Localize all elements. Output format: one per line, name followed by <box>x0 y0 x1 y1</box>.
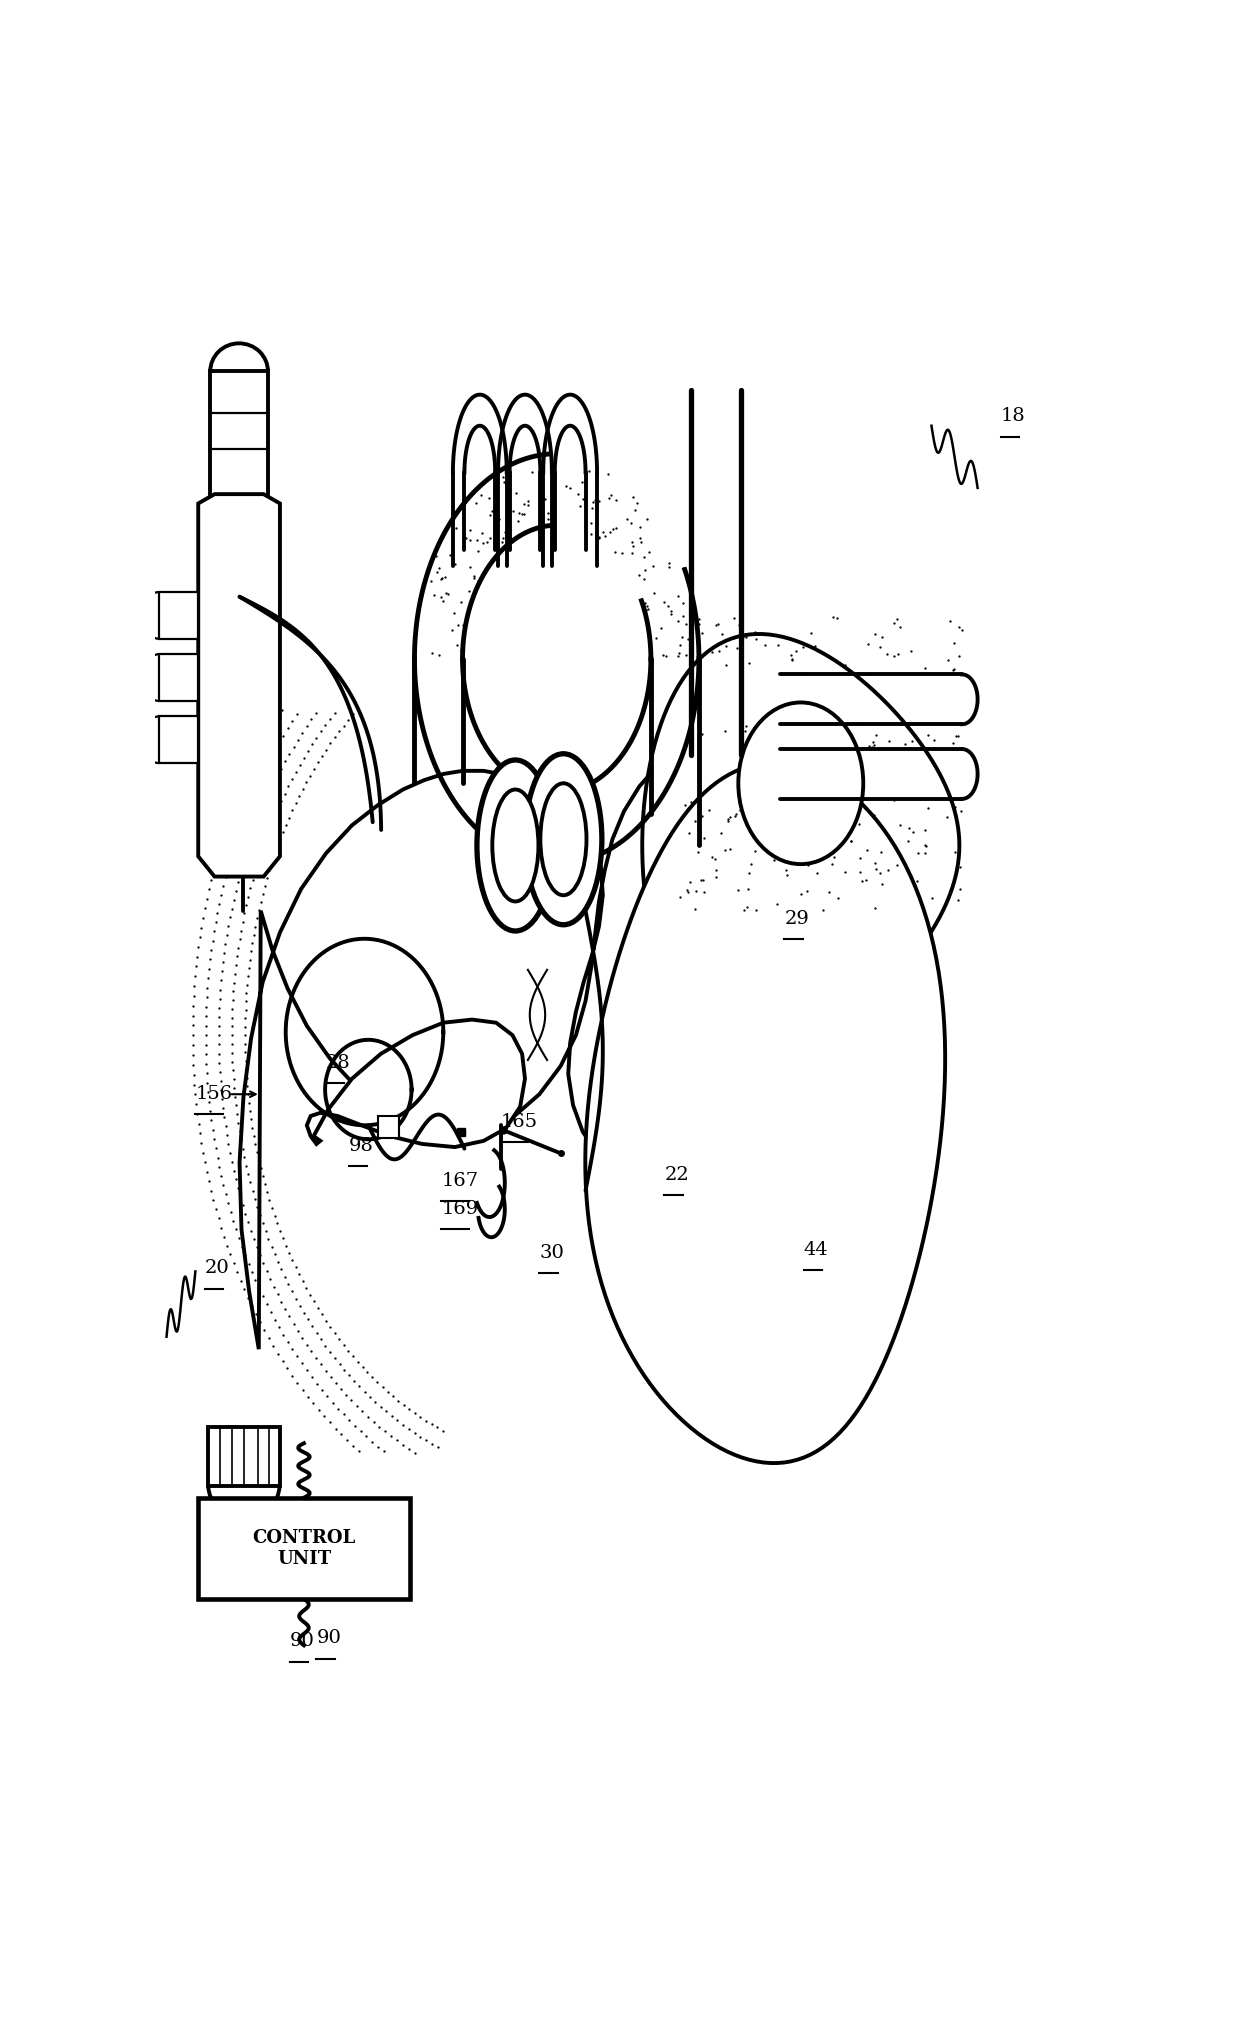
Text: 44: 44 <box>804 1242 828 1258</box>
Polygon shape <box>159 717 198 763</box>
Text: 22: 22 <box>665 1167 689 1183</box>
Polygon shape <box>198 495 280 876</box>
Ellipse shape <box>492 789 538 900</box>
Polygon shape <box>585 763 945 1464</box>
Polygon shape <box>306 1020 525 1147</box>
Polygon shape <box>210 371 268 499</box>
Text: 165: 165 <box>501 1112 538 1131</box>
Bar <box>378 1117 399 1139</box>
Text: 30: 30 <box>539 1244 564 1262</box>
Text: 28: 28 <box>326 1054 351 1072</box>
Polygon shape <box>239 737 870 1349</box>
Text: 169: 169 <box>441 1199 479 1217</box>
Ellipse shape <box>541 783 587 894</box>
Text: 20: 20 <box>205 1260 229 1278</box>
Text: 98: 98 <box>350 1137 374 1155</box>
Bar <box>198 1498 409 1599</box>
Text: 29: 29 <box>785 909 810 927</box>
Text: 167: 167 <box>441 1173 479 1191</box>
Ellipse shape <box>477 759 554 931</box>
Text: 90: 90 <box>316 1629 341 1648</box>
Text: 18: 18 <box>1001 408 1025 426</box>
Text: 156: 156 <box>196 1086 232 1102</box>
Ellipse shape <box>525 753 601 925</box>
Polygon shape <box>159 592 198 638</box>
Text: CONTROL
UNIT: CONTROL UNIT <box>252 1528 356 1567</box>
Polygon shape <box>159 654 198 701</box>
Polygon shape <box>642 634 960 1058</box>
Polygon shape <box>208 1427 280 1486</box>
Ellipse shape <box>738 703 863 864</box>
Text: 90: 90 <box>290 1633 315 1650</box>
